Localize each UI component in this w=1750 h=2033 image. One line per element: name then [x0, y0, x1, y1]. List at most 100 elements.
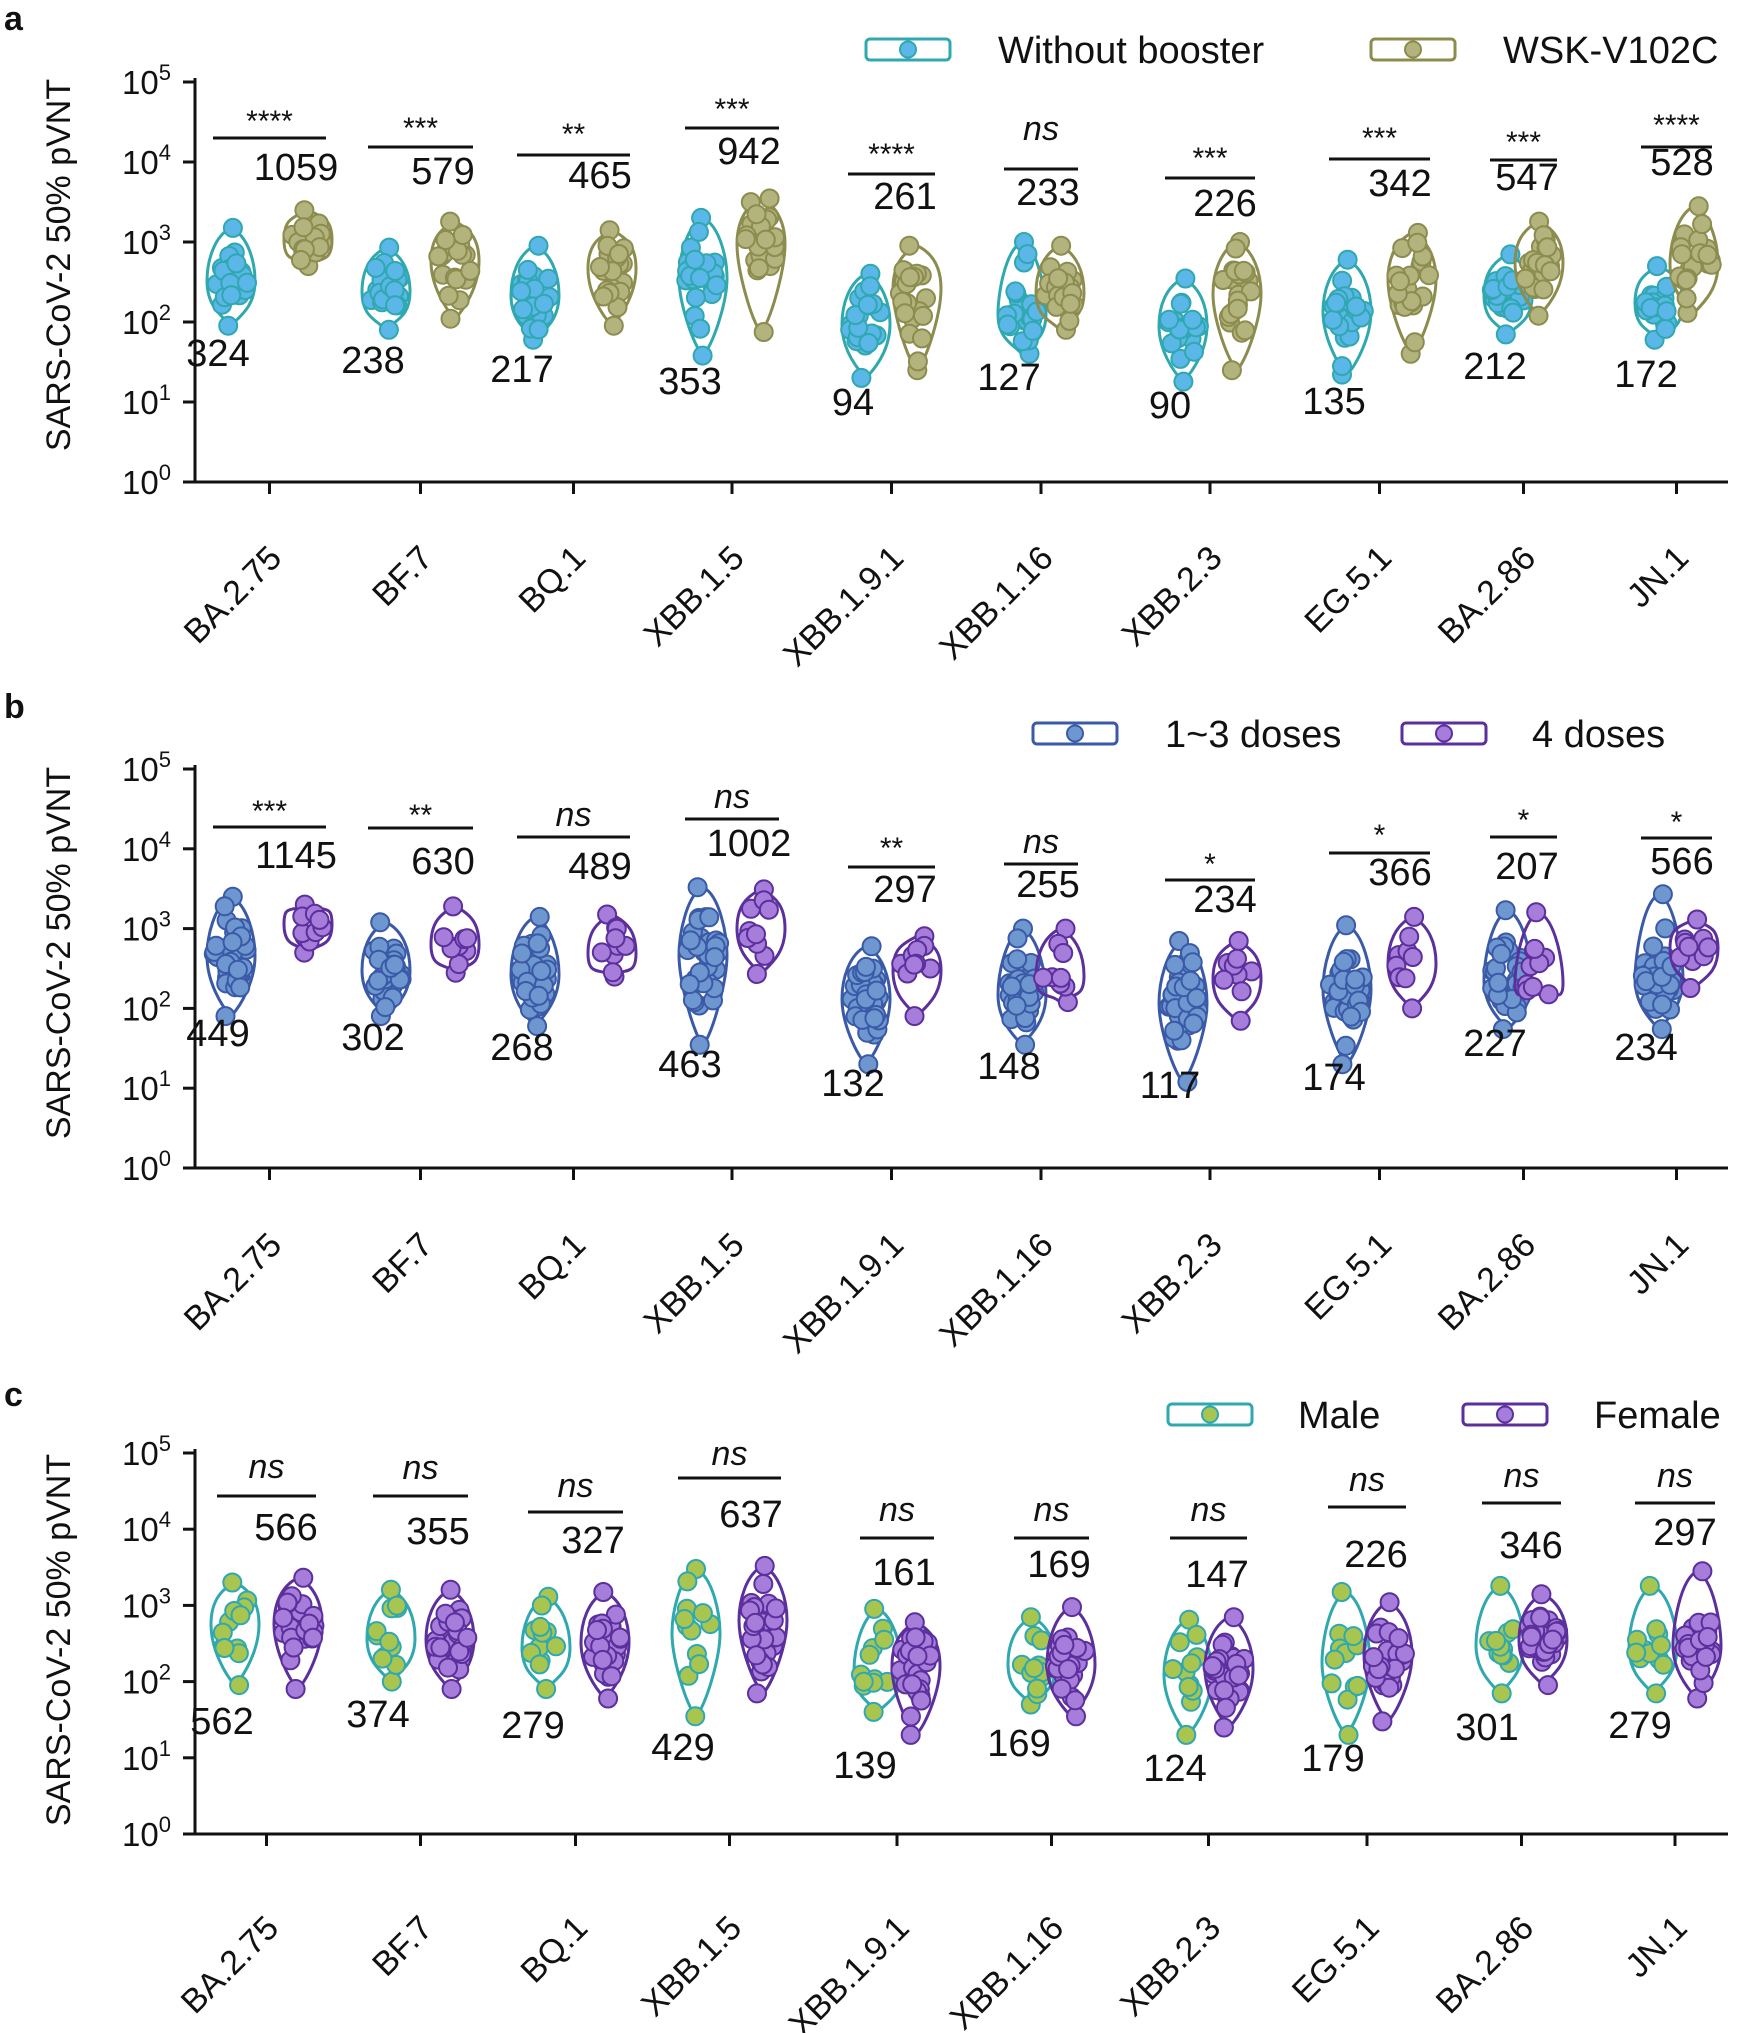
- x-tick-label: XBB.2.3: [1115, 539, 1230, 654]
- data-point: [1533, 279, 1554, 300]
- data-point: [438, 285, 459, 306]
- legend-label: WSK-V102C: [1503, 30, 1718, 72]
- data-point: [529, 1654, 550, 1675]
- y-tick-label: 101: [122, 1066, 171, 1107]
- y-tick-base: 10: [122, 1587, 159, 1624]
- data-point: [1065, 1690, 1086, 1711]
- data-point: [1181, 1653, 1202, 1674]
- y-tick-label: 102: [122, 986, 171, 1027]
- data-point: [900, 1724, 921, 1745]
- x-tick-label: XBB.1.9.1: [776, 539, 911, 674]
- data-point: [1173, 371, 1194, 392]
- data-point: [902, 1674, 923, 1695]
- data-point: [735, 229, 756, 250]
- data-point: [1379, 1592, 1400, 1613]
- data-point: [753, 322, 774, 342]
- data-point: [1488, 972, 1509, 993]
- x-tick-label: XBB.1.5: [637, 1226, 752, 1341]
- data-point: [1526, 902, 1547, 923]
- data-point: [689, 1034, 710, 1055]
- data-point: [1372, 1711, 1393, 1732]
- gmt-label-series-1: 212: [1463, 346, 1526, 388]
- data-point: [385, 295, 406, 316]
- data-point: [1379, 1677, 1400, 1698]
- data-point: [866, 980, 887, 1001]
- data-point: [754, 1555, 775, 1576]
- gmt-label-series-2: 161: [872, 1552, 935, 1594]
- legend-entry-series-2: Female: [1461, 1395, 1721, 1437]
- y-tick-label: 104: [122, 1507, 171, 1548]
- significance-label: ns: [249, 1448, 285, 1486]
- data-point: [699, 907, 720, 928]
- x-tick-label: EG.5.1: [1297, 1226, 1399, 1328]
- significance-label: **: [562, 118, 586, 151]
- data-point: [685, 287, 706, 308]
- data-point: [1363, 1647, 1384, 1668]
- data-point: [899, 235, 920, 256]
- y-tick-base: 10: [122, 224, 159, 261]
- y-tick-label: 101: [122, 380, 171, 421]
- data-point: [206, 935, 226, 956]
- data-point: [1169, 1632, 1190, 1653]
- y-tick-base: 10: [122, 64, 159, 101]
- gmt-label-series-1: 90: [1149, 385, 1191, 427]
- significance-label: ***: [1192, 142, 1227, 175]
- data-point: [1346, 296, 1367, 317]
- y-tick-base: 10: [122, 1740, 159, 1777]
- y-tick-exponent: 1: [159, 380, 171, 405]
- data-point: [1221, 360, 1242, 381]
- data-point: [746, 204, 767, 225]
- y-tick-base: 10: [122, 1511, 159, 1548]
- significance-label: ns: [714, 778, 750, 816]
- x-tick-label: JN.1: [1620, 1226, 1696, 1302]
- gmt-label-series-2: 1059: [254, 147, 339, 189]
- data-point: [531, 961, 552, 981]
- y-tick-exponent: 0: [159, 1146, 171, 1171]
- y-tick-exponent: 1: [159, 1066, 171, 1091]
- gmt-label-series-2: 1145: [255, 835, 337, 877]
- data-point: [858, 333, 879, 353]
- gmt-label-series-2: 489: [568, 846, 631, 888]
- legend-swatch-violin: [1461, 1402, 1549, 1427]
- significance-label: ns: [1504, 1457, 1540, 1495]
- data-point: [1051, 1678, 1072, 1699]
- gmt-label-series-2: 169: [1027, 1544, 1090, 1586]
- y-tick-label: 102: [122, 300, 171, 341]
- data-point: [1626, 1642, 1647, 1663]
- data-point: [1651, 1019, 1672, 1040]
- data-point: [1646, 1683, 1667, 1704]
- legend: Without booster WSK-V102C: [864, 30, 1718, 72]
- data-point: [603, 315, 624, 336]
- gmt-label-series-2: 346: [1499, 1525, 1562, 1567]
- data-point: [1051, 235, 1072, 256]
- significance-label: *: [1518, 804, 1530, 837]
- gmt-label-series-2: 579: [411, 151, 474, 193]
- data-point: [528, 235, 549, 256]
- data-point: [857, 294, 878, 315]
- gmt-label-series-2: 1002: [707, 823, 792, 865]
- data-point: [745, 1612, 766, 1633]
- x-tick-label: XBB.1.16: [943, 1909, 1071, 2033]
- data-point: [1233, 260, 1254, 281]
- x-tick-label: XBB.1.16: [932, 1226, 1060, 1354]
- data-point: [753, 1574, 774, 1594]
- gmt-label-series-2: 630: [411, 841, 474, 883]
- y-tick-exponent: 2: [159, 986, 171, 1011]
- data-point: [430, 1637, 451, 1658]
- data-point: [900, 1706, 921, 1727]
- data-point: [283, 1637, 304, 1658]
- legend-swatch-dot: [1496, 1405, 1514, 1424]
- data-point: [1182, 309, 1203, 330]
- data-point: [1531, 1584, 1552, 1605]
- legend-label: Male: [1298, 1395, 1380, 1437]
- plot-area: ***1145449**630302ns489268ns1002463**297…: [186, 778, 1720, 1107]
- data-point: [1228, 931, 1249, 951]
- gmt-label-series-1: 429: [651, 1727, 714, 1769]
- data-point: [1230, 1010, 1251, 1031]
- data-point: [1213, 969, 1234, 990]
- data-point: [602, 962, 623, 983]
- data-point: [221, 285, 242, 306]
- gmt-label-series-2: 942: [717, 131, 780, 173]
- data-point: [1676, 288, 1697, 309]
